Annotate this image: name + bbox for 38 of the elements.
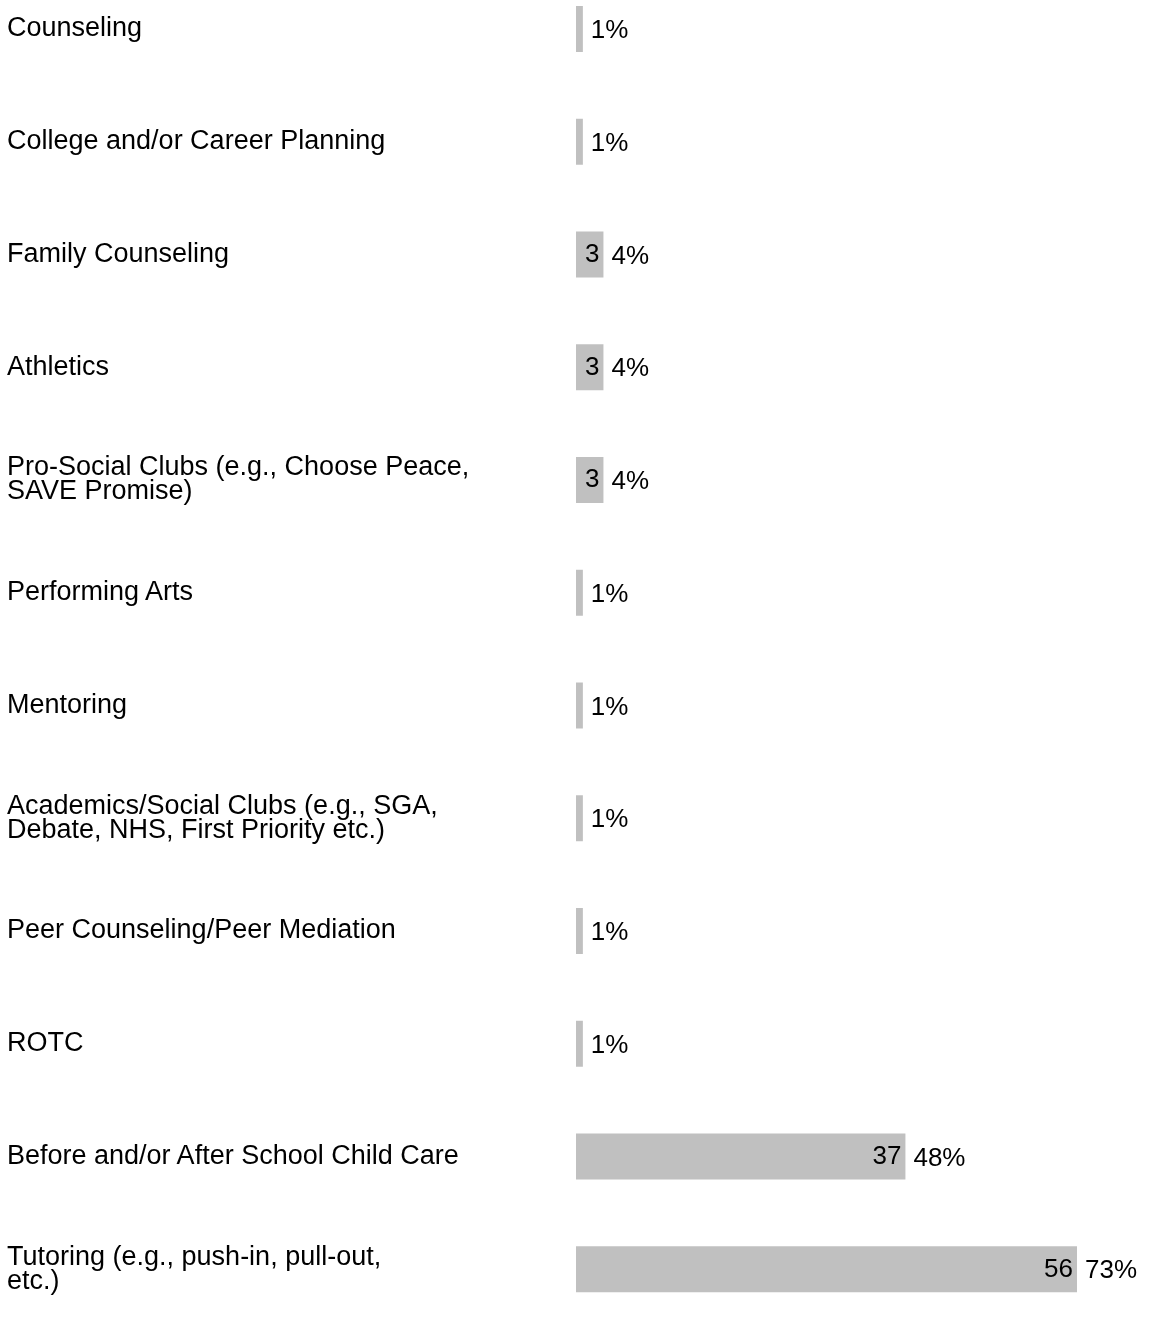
data-label: 1% [590, 577, 629, 608]
data-label: 1% [590, 803, 629, 834]
bar [576, 569, 583, 616]
y-tick-label: Family Counseling [7, 238, 230, 268]
bar [576, 682, 583, 729]
y-tick-label: Pro-Social Clubs (e.g., Choose Peace, SAVE Promise) [7, 451, 470, 506]
bar [576, 908, 583, 954]
y-tick-label: ROTC [7, 1027, 84, 1058]
y-tick-label: Mentoring [7, 689, 128, 719]
bar [576, 1020, 583, 1067]
y-tick-label: College and/or Career Planning [7, 125, 386, 156]
annotation: 56 [1044, 1252, 1073, 1283]
bar [576, 118, 583, 165]
data-label: 1% [590, 14, 629, 45]
bar [576, 1133, 906, 1180]
y-tick-label: Athletics [7, 350, 110, 381]
annotation: 37 [872, 1139, 902, 1170]
data-label: 1% [590, 690, 629, 721]
y-tick-label: Academics/Social Clubs (e.g., SGA, Debate, NHS, First Priority etc.) [7, 789, 438, 844]
y-tick-label: Before and/or After School Child Care [7, 1140, 459, 1170]
annotation: 3 [584, 350, 600, 381]
data-label: 1% [590, 916, 629, 947]
y-tick-label: Performing Arts [7, 576, 194, 607]
annotation: 3 [584, 237, 600, 268]
y-tick-label: Tutoring (e.g., push-in, pull-out, etc.) [7, 1240, 382, 1295]
data-label: 4% [611, 352, 650, 383]
annotation: 3 [584, 463, 600, 494]
y-tick-label: Counseling [7, 12, 143, 43]
data-label: 48% [913, 1141, 966, 1172]
data-label: 1% [590, 126, 629, 157]
bar [576, 795, 583, 842]
data-label: 1% [590, 1028, 629, 1059]
data-label: 73% [1085, 1254, 1138, 1285]
bar [576, 1246, 1077, 1293]
data-label: 4% [611, 239, 650, 270]
y-tick-label: Peer Counseling/Peer Mediation [7, 914, 396, 945]
data-label: 4% [611, 465, 650, 496]
bar [576, 6, 583, 52]
